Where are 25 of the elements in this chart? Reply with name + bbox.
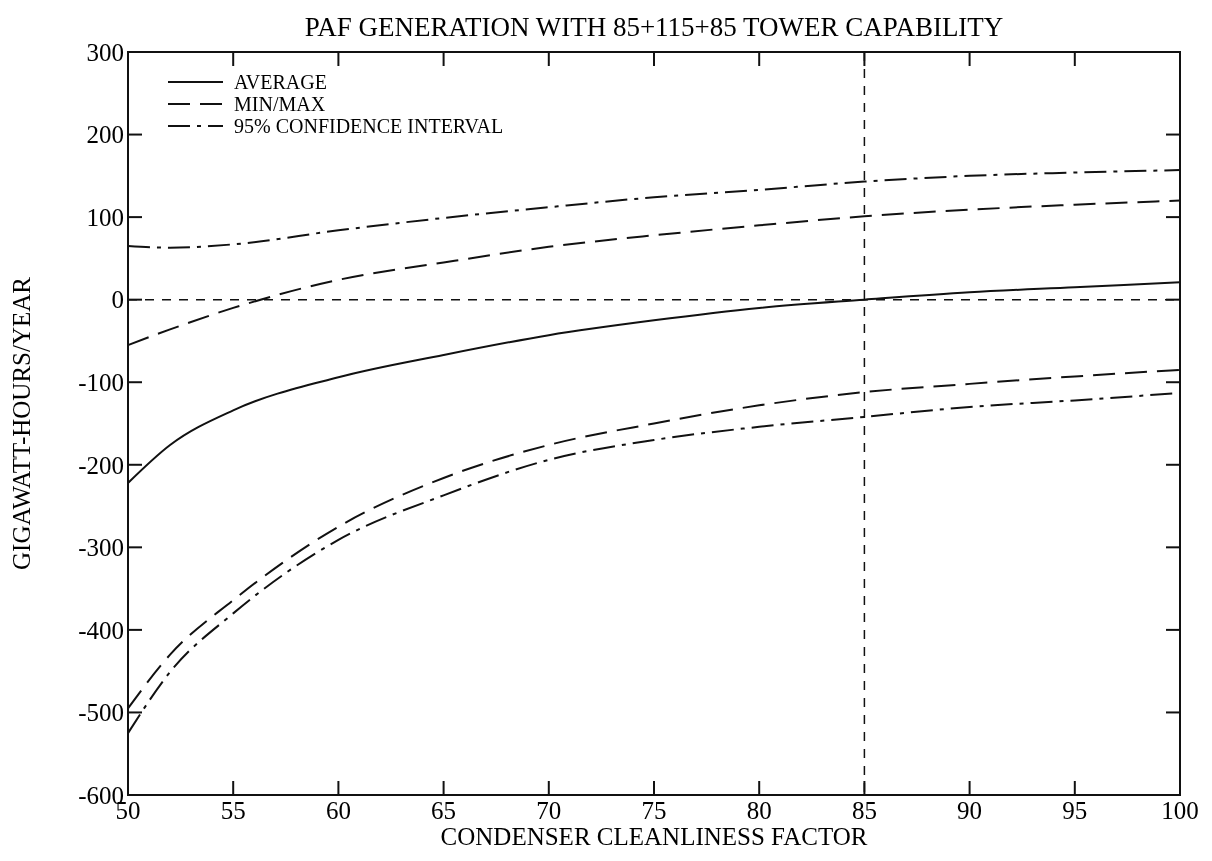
x-tick-label: 70	[536, 797, 562, 824]
x-tick-label: 95	[1062, 797, 1088, 824]
x-tick-label: 80	[746, 797, 772, 824]
x-tick-label: 85	[851, 797, 877, 824]
y-tick-label: -500	[78, 699, 124, 727]
legend-label: 95% CONFIDENCE INTERVAL	[234, 115, 504, 137]
y-tick-label: 0	[111, 286, 124, 314]
x-tick-label: 90	[957, 797, 983, 824]
x-tick-label: 60	[325, 797, 351, 824]
x-axis-title: CONDENSER CLEANLINESS FACTOR	[440, 823, 868, 850]
y-tick-label: 100	[86, 203, 124, 231]
y-tick-label: -300	[78, 534, 124, 562]
legend-label: AVERAGE	[234, 71, 327, 93]
y-tick-label: 300	[86, 38, 124, 66]
legend-label: MIN/MAX	[234, 93, 326, 115]
y-tick-label: -100	[78, 368, 124, 396]
y-axis-title: GIGAWATT-HOURS/YEAR	[8, 276, 35, 570]
chart-title: PAF GENERATION WITH 85+115+85 TOWER CAPABILITY	[304, 12, 1004, 42]
x-tick-label: 100	[1161, 797, 1199, 824]
y-tick-label: -200	[78, 451, 124, 479]
x-tick-label: 75	[641, 797, 667, 824]
x-tick-label: 55	[220, 797, 246, 824]
y-tick-label: -400	[78, 616, 124, 644]
x-tick-label: 65	[431, 797, 457, 824]
y-tick-label: 200	[86, 121, 124, 149]
